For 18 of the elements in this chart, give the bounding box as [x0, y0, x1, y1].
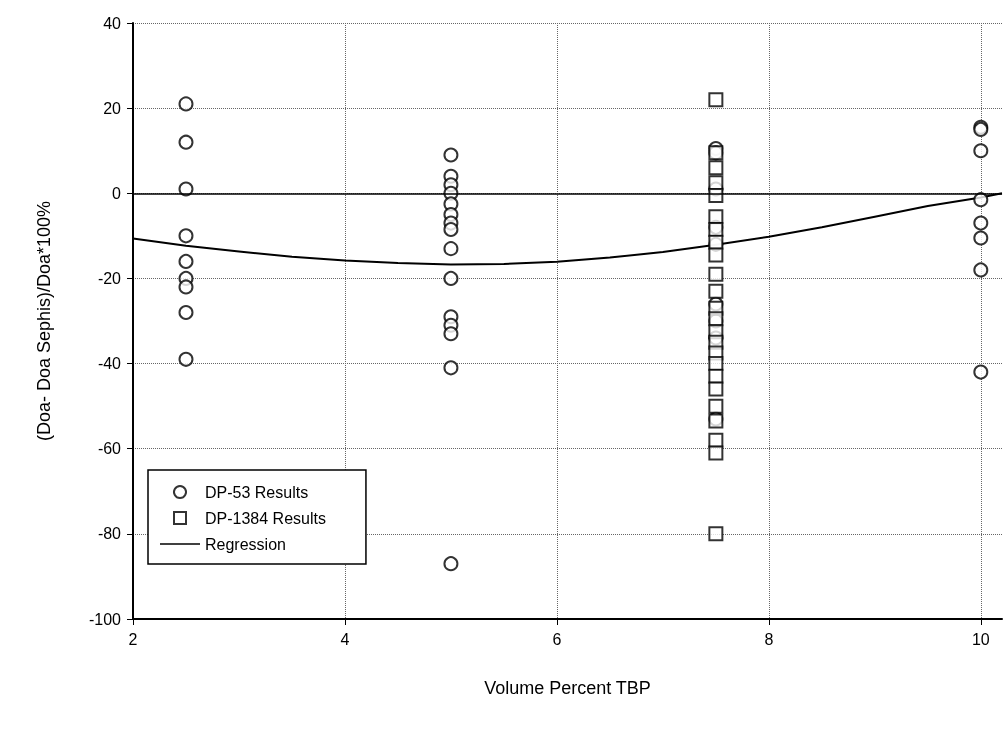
y-tick-label: -40: [97, 355, 122, 373]
legend-label: DP-1384 Results: [205, 509, 326, 527]
legend-label: Regression: [205, 535, 286, 553]
y-tick-label: -80: [97, 525, 122, 543]
y-tick-label: 40: [103, 14, 122, 32]
x-tick-label: 8: [764, 630, 774, 648]
y-tick-label: -60: [97, 440, 122, 458]
x-tick-label: 10: [971, 630, 990, 648]
y-tick-label: -100: [88, 610, 122, 628]
y-tick-label: -20: [97, 269, 122, 287]
x-tick-label: 2: [128, 630, 138, 648]
x-axis-title: Volume Percent TBP: [484, 678, 651, 698]
y-axis-title: (Doa- Doa Sephis)/Doa*100%: [34, 200, 54, 442]
legend-label: DP-53 Results: [205, 483, 309, 501]
y-tick-label: 20: [103, 99, 122, 117]
x-tick-label: 4: [340, 630, 350, 648]
x-tick-label: 6: [552, 630, 562, 648]
y-tick-label: 0: [112, 184, 122, 202]
